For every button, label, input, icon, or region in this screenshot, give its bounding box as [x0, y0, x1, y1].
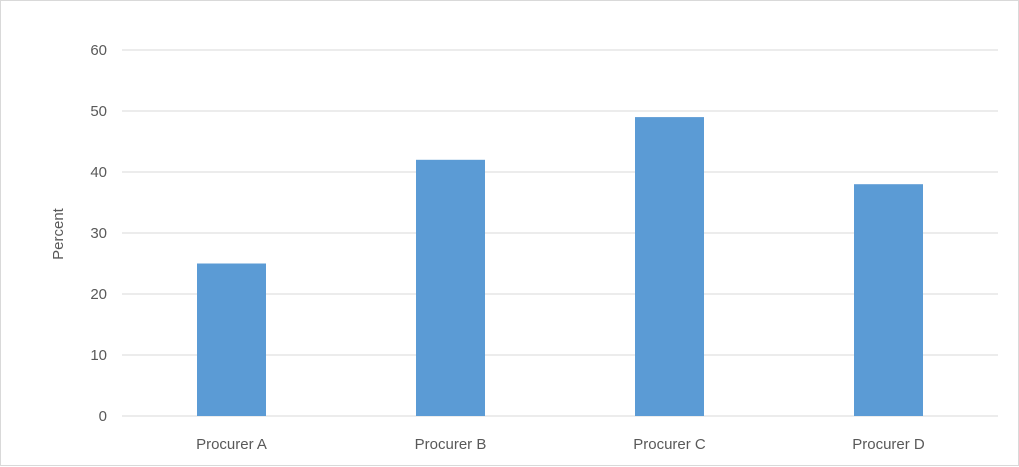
gridlines	[122, 49, 998, 417]
bars	[197, 117, 923, 417]
x-tick-label: Procurer B	[415, 436, 487, 453]
x-tick-label: Procurer D	[852, 436, 925, 453]
y-axis-label: Percent	[50, 207, 67, 260]
bar-procurer-b	[416, 159, 485, 417]
y-tick-label: 50	[90, 103, 107, 120]
x-tick-label: Procurer A	[196, 436, 267, 453]
bar-procurer-d	[854, 184, 923, 416]
y-tick-label: 60	[90, 42, 107, 59]
y-tick-label: 20	[90, 286, 107, 303]
bar-procurer-a	[197, 263, 266, 416]
y-tick-label: 30	[90, 225, 107, 242]
x-tick-label: Procurer C	[633, 436, 706, 453]
x-axis-ticks: Procurer A Procurer B Procurer C Procurer D	[196, 436, 925, 453]
y-axis-ticks: 0 10 20 30 40 50 60	[90, 42, 107, 425]
y-tick-label: 0	[99, 408, 107, 425]
bar-procurer-c	[635, 117, 704, 416]
y-tick-label: 40	[90, 164, 107, 181]
y-tick-label: 10	[90, 347, 107, 364]
